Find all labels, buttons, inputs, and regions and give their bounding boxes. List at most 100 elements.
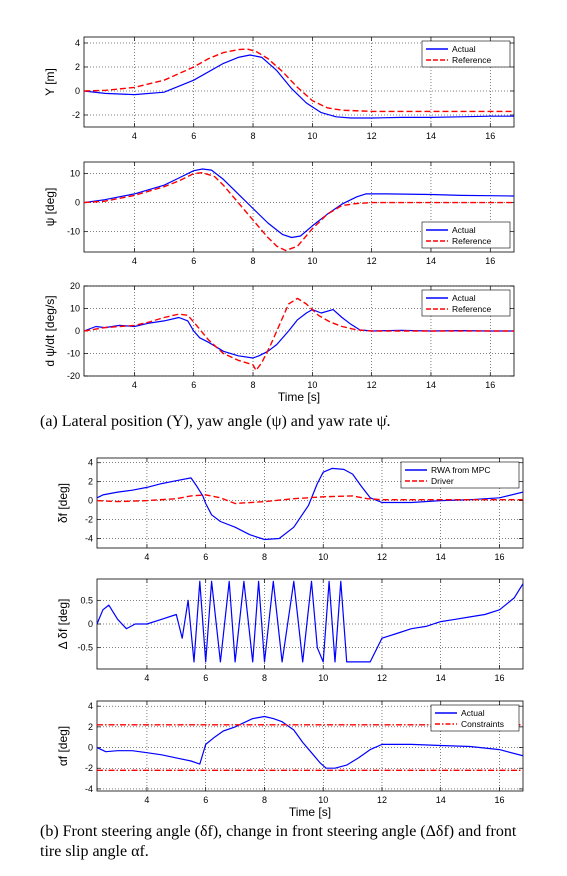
y-axis-label: d ψ/dt [deg/s] — [43, 295, 57, 366]
legend-label: Actual — [452, 44, 476, 54]
x-tick-label: 12 — [367, 256, 377, 266]
y-tick-label: -4 — [85, 784, 93, 794]
y-tick-label: -10 — [67, 227, 80, 237]
x-tick-label: 14 — [436, 795, 446, 805]
plot-data — [97, 580, 523, 663]
plot-data — [84, 297, 514, 372]
x-tick-label: 4 — [132, 256, 137, 266]
x-tick-label: 6 — [203, 673, 208, 683]
y-tick-label: -2 — [85, 515, 93, 525]
x-tick-label: 14 — [436, 673, 446, 683]
y-tick-label: -0.5 — [77, 643, 93, 653]
x-tick-label: 4 — [144, 673, 149, 683]
series-line-actual — [84, 168, 514, 239]
x-tick-label: 6 — [191, 131, 196, 141]
y-tick-label: -4 — [85, 534, 93, 544]
y-tick-label: -20 — [67, 371, 80, 381]
y-axis-label: δf [deg] — [56, 483, 70, 523]
legend-box — [421, 221, 511, 249]
series-line-actual — [97, 715, 523, 769]
y-tick-label: 2 — [75, 62, 80, 72]
y-tick-label: 0 — [88, 619, 93, 629]
x-tick-label: 8 — [251, 380, 256, 390]
y-axis-label: ψ [deg] — [43, 188, 57, 227]
plot-steering-angle-change: 4 6 8 10 12 14 16 -0.5 0 0.5 Δ δf [deg] — [56, 578, 524, 683]
y-tick-label: -10 — [67, 349, 80, 359]
plot-data — [97, 467, 523, 541]
x-tick-label: 4 — [132, 380, 137, 390]
x-tick-label: 16 — [494, 673, 504, 683]
series-line-driver — [97, 494, 523, 505]
y-tick-label: 10 — [70, 304, 80, 314]
x-axis-label: Time [s] — [278, 390, 320, 404]
legend-label: Actual — [452, 293, 476, 303]
x-tick-label: 8 — [251, 131, 256, 141]
series-line-rwa-from-mpc — [97, 467, 523, 541]
legend-label: RWA from MPC — [431, 465, 491, 475]
legend-box — [421, 40, 511, 68]
x-tick-label: 16 — [485, 131, 495, 141]
x-tick-label: 14 — [426, 256, 436, 266]
series-line-main — [97, 580, 523, 663]
x-tick-label: 8 — [251, 256, 256, 266]
x-tick-label: 8 — [262, 673, 267, 683]
x-tick-label: 12 — [377, 673, 387, 683]
x-tick-label: 8 — [262, 552, 267, 562]
x-tick-label: 14 — [426, 131, 436, 141]
y-tick-label: 0 — [88, 496, 93, 506]
legend-box — [430, 704, 520, 732]
x-tick-label: 16 — [494, 795, 504, 805]
x-tick-label: 4 — [144, 552, 149, 562]
y-tick-label: 4 — [88, 701, 93, 711]
plot-yaw-rate: 4 6 8 10 12 14 16 -20 -10 0 10 20 d ψ/dt [deg/s] Time… — [43, 281, 515, 404]
legend-label: Actual — [461, 708, 485, 718]
series-line-reference — [84, 171, 514, 252]
x-tick-label: 14 — [436, 552, 446, 562]
x-tick-label: 6 — [203, 552, 208, 562]
x-tick-label: 8 — [262, 795, 267, 805]
y-tick-label: 0 — [88, 743, 93, 753]
y-tick-label: 0 — [75, 326, 80, 336]
x-tick-label: 10 — [318, 673, 328, 683]
y-tick-label: -2 — [85, 763, 93, 773]
y-axis-label: Y [m] — [43, 68, 57, 96]
y-tick-label: 20 — [70, 281, 80, 291]
plot-front-slip-angle: 4 6 8 10 12 14 16 -4 -2 0 2 4 αf [deg] Time [s] Actual… — [56, 700, 524, 819]
x-tick-label: 12 — [377, 552, 387, 562]
legend-box — [421, 289, 511, 317]
legend-box — [400, 461, 520, 489]
x-tick-label: 10 — [318, 552, 328, 562]
x-tick-label: 4 — [144, 795, 149, 805]
x-tick-label: 10 — [307, 380, 317, 390]
legend-label: Reference — [452, 236, 491, 246]
x-axis-label: Time [s] — [289, 805, 331, 819]
legend-label: Driver — [431, 476, 454, 486]
y-tick-label: 0 — [75, 86, 80, 96]
x-tick-label: 4 — [132, 131, 137, 141]
y-axis-label: αf [deg] — [56, 726, 70, 766]
series-line-reference — [84, 48, 514, 113]
y-axis-label: Δ δf [deg] — [56, 599, 70, 650]
plot-front-steering-angle: 4 6 8 10 12 14 16 -4 -2 0 2 4 δf [deg] RWA from MPCDr… — [56, 457, 524, 562]
y-tick-label: -2 — [72, 110, 80, 120]
caption-b: (b) Front steering angle (δf), change in… — [40, 823, 517, 860]
x-tick-label: 16 — [485, 380, 495, 390]
x-tick-label: 14 — [426, 380, 436, 390]
plot-data — [84, 168, 514, 252]
legend-label: Reference — [452, 55, 491, 65]
x-tick-label: 16 — [485, 256, 495, 266]
plot-data — [97, 715, 523, 771]
caption-a: (a) Lateral position (Y), yaw angle (ψ) … — [40, 413, 391, 430]
plot-data — [84, 48, 514, 119]
x-tick-label: 6 — [203, 795, 208, 805]
legend-label: Reference — [452, 304, 491, 314]
y-tick-label: 0 — [75, 198, 80, 208]
series-line-actual — [84, 54, 514, 119]
